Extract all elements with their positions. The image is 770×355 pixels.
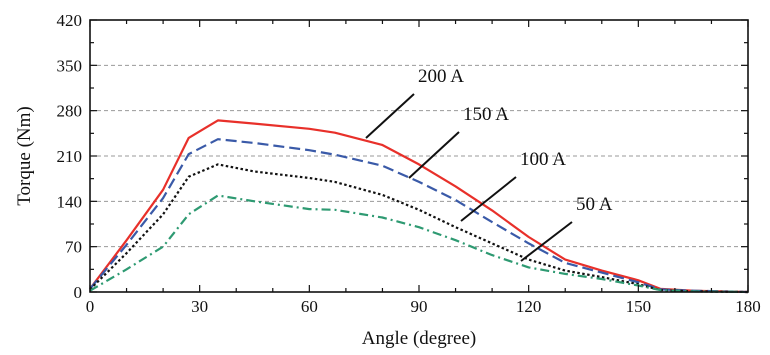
leader-line-3 (520, 221, 573, 262)
y-tick-label: 0 (74, 283, 83, 302)
x-tick-label: 120 (516, 297, 542, 316)
series-label-2: 100 A (520, 149, 566, 170)
series-line-2 (89, 163, 749, 294)
x-tick-label: 30 (191, 297, 208, 316)
series-line-3 (89, 194, 749, 294)
horizontal-gridlines (90, 64, 748, 248)
x-tick-label: 90 (411, 297, 428, 316)
axis-ticks: 0 30 60 90 120 150 180 0 70 140 210 280 350 420 (57, 11, 761, 316)
x-tick-label: 60 (301, 297, 318, 316)
series-line-1 (89, 138, 749, 294)
y-tick-label: 420 (57, 11, 83, 30)
leader-line-0 (365, 93, 415, 139)
x-tick-label: 150 (626, 297, 652, 316)
y-tick-label: 140 (57, 192, 83, 211)
series-annotations: 200 A 150 A 100 A 50 A (365, 66, 613, 262)
series-line-0 (89, 119, 749, 294)
leader-line-2 (460, 176, 517, 222)
y-tick-label: 350 (57, 56, 83, 75)
x-tick-label: 180 (735, 297, 761, 316)
y-tick-label: 280 (57, 102, 83, 121)
series-lines (89, 119, 749, 294)
y-tick-label: 210 (57, 147, 83, 166)
x-axis-title: Angle (degree) (362, 328, 476, 349)
y-tick-label: 70 (65, 238, 82, 257)
x-tick-label: 0 (86, 297, 95, 316)
series-label-3: 50 A (576, 194, 613, 215)
series-label-1: 150 A (463, 104, 509, 125)
leader-line-1 (408, 131, 460, 179)
series-label-0: 200 A (418, 66, 464, 87)
y-axis-title: Torque (Nm) (14, 106, 35, 205)
